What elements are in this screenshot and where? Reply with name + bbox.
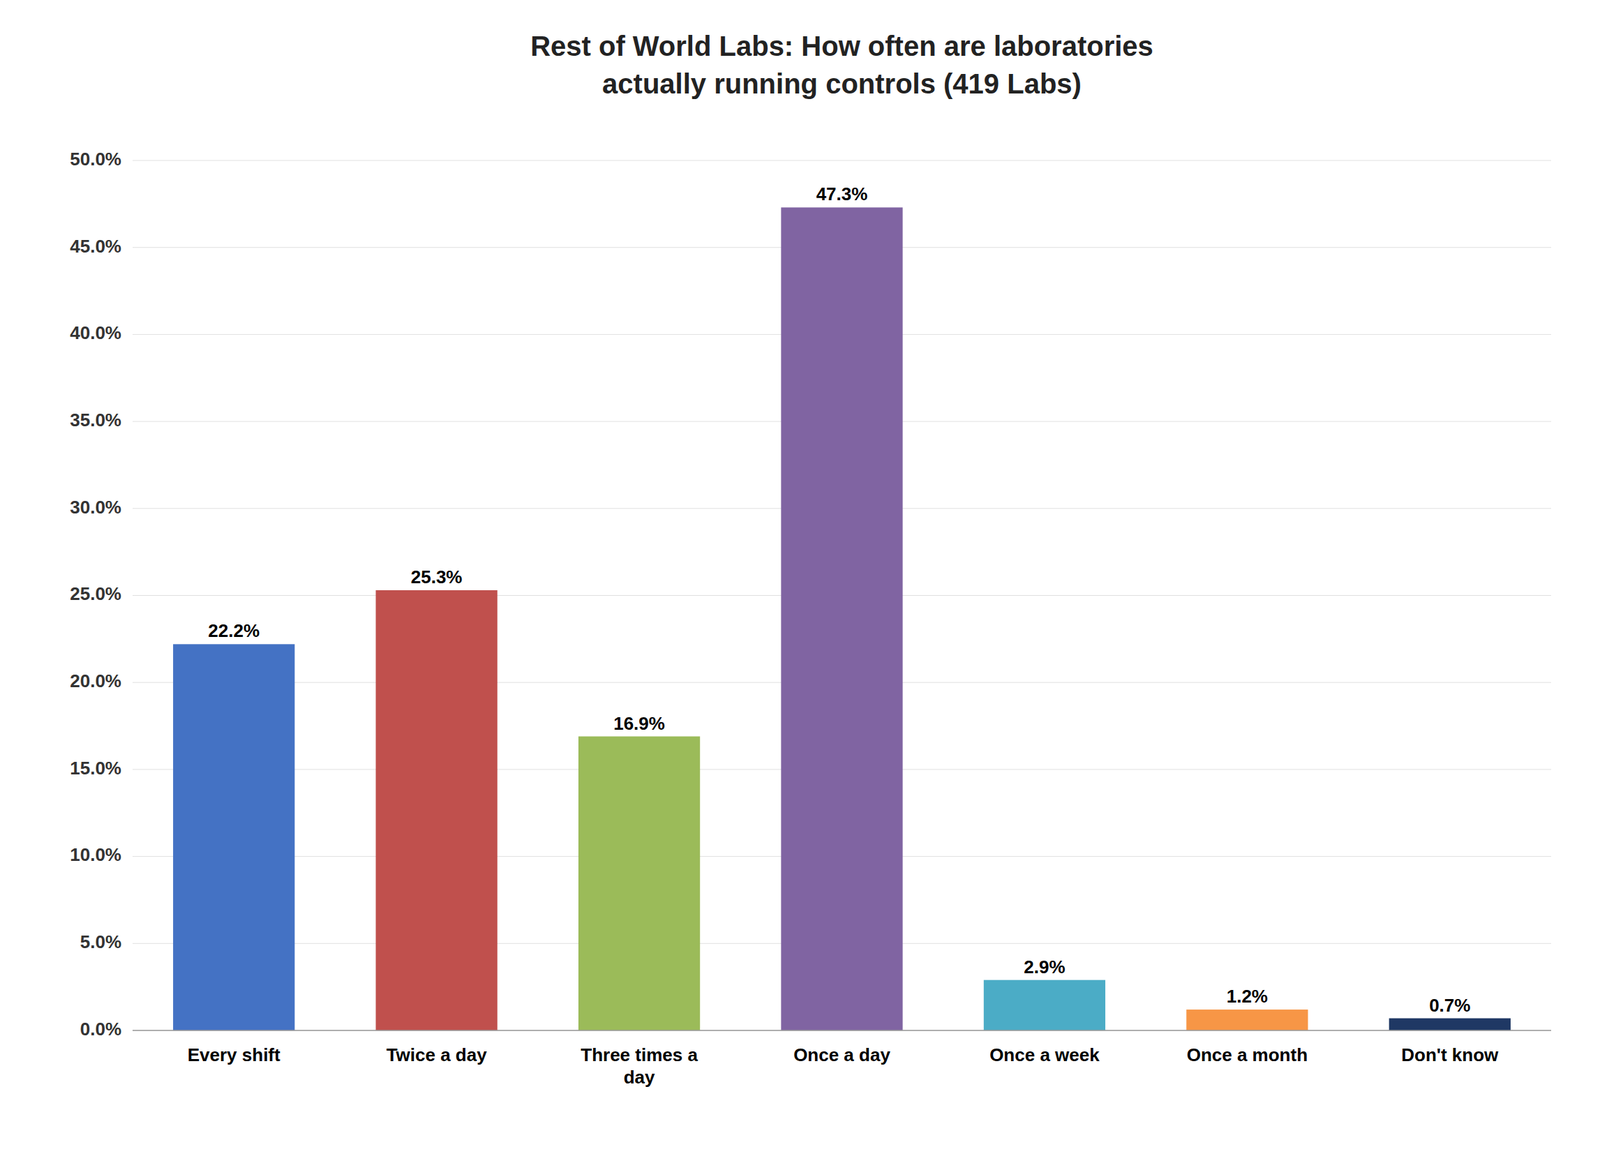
bar — [780, 207, 903, 1031]
chart-container: Rest of World Labs: How often are labora… — [0, 0, 1600, 1163]
bar — [1389, 1018, 1511, 1031]
y-tick-label: 15.0% — [69, 757, 122, 779]
x-axis-line — [132, 1029, 1552, 1032]
grid-line — [132, 1030, 1552, 1032]
x-tick-label: Every shift — [187, 1044, 281, 1066]
x-tick-label: Don't know — [1401, 1044, 1499, 1066]
data-label: 1.2% — [1226, 985, 1268, 1007]
y-tick-label: 20.0% — [69, 670, 122, 692]
x-tick-label: Three times aday — [580, 1044, 698, 1088]
x-tick-label: Once a month — [1186, 1044, 1308, 1066]
bar — [173, 644, 295, 1031]
data-label: 25.3% — [410, 566, 463, 588]
bar — [1186, 1009, 1308, 1031]
bar — [376, 590, 498, 1031]
data-label: 0.7% — [1429, 995, 1471, 1016]
y-axis: 0.0% 5.0% 10.0% 15.0% 20.0% 25.0% 30.0% 35.0% 40… — [69, 148, 1552, 1040]
x-tick-label: Once a day — [793, 1044, 891, 1066]
data-label: 47.3% — [816, 183, 869, 205]
data-labels: 22.2% 25.3% 16.9% 47.3% 2.9% 1.2% 0.7% — [207, 183, 1471, 1016]
data-label: 16.9% — [613, 713, 665, 735]
bar — [983, 980, 1106, 1031]
chart-svg: Rest of World Labs: How often are labora… — [0, 0, 1600, 1163]
x-tick-label: Twice a day — [386, 1044, 488, 1066]
y-tick-label: 5.0% — [80, 931, 122, 953]
y-tick-label: 0.0% — [80, 1018, 122, 1040]
y-tick-label: 40.0% — [69, 322, 122, 344]
bar — [578, 736, 700, 1031]
data-label: 2.9% — [1023, 956, 1065, 978]
grid-line — [132, 160, 1552, 162]
x-tick-label: Once a week — [989, 1044, 1100, 1066]
y-tick-label: 10.0% — [69, 844, 122, 866]
y-tick-label: 30.0% — [69, 496, 122, 518]
y-tick-label: 45.0% — [69, 235, 122, 257]
data-label: 22.2% — [207, 620, 260, 642]
background — [0, 0, 1600, 1163]
y-tick-label: 25.0% — [69, 583, 122, 605]
y-tick-label: 35.0% — [69, 409, 122, 431]
y-tick-label: 50.0% — [69, 148, 122, 170]
title: Rest of World Labs: How often are labora… — [530, 30, 1154, 100]
bars — [173, 207, 1511, 1031]
x-axis: Every shift Twice a day Three times aday On… — [187, 1044, 1499, 1088]
